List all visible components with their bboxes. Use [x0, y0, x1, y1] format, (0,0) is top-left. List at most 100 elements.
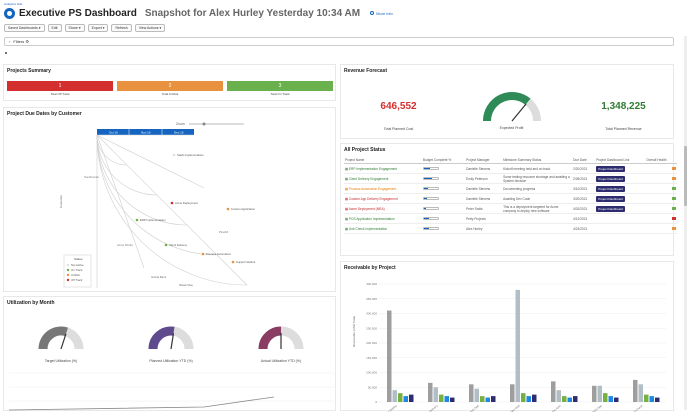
at-risk-bar[interactable]: 2 [117, 81, 223, 91]
health-flag-icon [672, 167, 676, 170]
page-scrollbar[interactable] [684, 36, 687, 410]
zoom-handle [202, 122, 206, 126]
table-row: ▦ POS Application Implementation Petty Pr… [344, 213, 677, 224]
edit-button[interactable]: Edit [47, 24, 62, 32]
column-header[interactable]: Due Date [572, 157, 596, 164]
milestone-summary [502, 223, 573, 234]
column-header[interactable]: Project Name [344, 157, 422, 164]
overall-health [645, 183, 677, 194]
projects-summary-title: Projects Summary [7, 68, 51, 74]
due-date: 3/10/2021 [572, 183, 596, 194]
filters-label: Filters ⚙ [13, 39, 29, 44]
bar [392, 390, 397, 402]
bar [567, 397, 572, 402]
bar [649, 396, 654, 402]
budget-progress [421, 223, 466, 234]
bar [485, 397, 490, 402]
bar [428, 382, 433, 402]
health-flag-icon [672, 177, 676, 180]
project-dashboard-button[interactable]: Project Dashboard [596, 205, 626, 212]
page-subtitle: Snapshot for Alex Hurley Yesterday 10:34… [144, 7, 361, 19]
milestone-summary: Kickoff meeting held and on track [502, 163, 573, 174]
project-dashboard-button[interactable]: Project Dashboard [596, 195, 626, 202]
receivable-panel: Receivable by Project 400,000 350,000 300,… [340, 261, 675, 412]
point-label: Custom Application [231, 207, 255, 211]
due-date: 4/02/2021 [572, 203, 596, 214]
off-track-bar[interactable]: 1 [7, 81, 113, 91]
due-dates-chart[interactable]: Zoom Oct 16 Nov 16 Dec 16 Customer Week … [4, 108, 337, 293]
project-dashboard-button[interactable]: Project Dashboard [596, 175, 626, 182]
point-label: Client Delivery [169, 243, 188, 247]
overall-health [645, 193, 677, 204]
y-axis-label: Receivable (USD Total) [352, 316, 356, 347]
x-tick-label: POS App [591, 403, 603, 412]
gauge-fill [148, 326, 175, 350]
legend-item: Not Active [71, 263, 84, 267]
health-flag-icon [672, 197, 676, 200]
y-tick-label: 400,000 [366, 282, 377, 286]
project-manager: Danielle Stevens [465, 183, 503, 194]
on-track-bar[interactable]: 3 [227, 81, 333, 91]
milestone-summary: Some testing resource shortage and await… [502, 173, 573, 184]
table-row: ▦ ERP Implementation Engagement Danielle … [344, 163, 677, 174]
bar [480, 396, 485, 402]
bar [551, 381, 556, 402]
bar [521, 393, 526, 402]
filters-bar[interactable]: › Filters ⚙ [4, 37, 674, 46]
bar [644, 394, 649, 402]
due-date: 2/20/2021 [572, 163, 596, 174]
saved-dashboards-button[interactable]: Saved Dashboards ▾ [4, 24, 45, 32]
utilization-gauges [8, 326, 334, 411]
project-name-link[interactable]: ▦ Unit Check Implementation [344, 223, 422, 234]
bar [562, 396, 567, 402]
date-header-bar [97, 129, 194, 135]
more-info-link[interactable]: More info [370, 11, 393, 16]
project-name-link[interactable]: ▦ Process Automation Engagement [344, 183, 422, 194]
point-label: Acme Deployment [175, 201, 198, 205]
scrollbar-thumb[interactable] [684, 146, 687, 206]
due-date: 4/23/2021 [572, 223, 596, 234]
gauge-label: Planned Utilization YTD (%) [149, 359, 193, 363]
project-point [201, 252, 205, 256]
project-name-link[interactable]: ▦ Custom App Delivery Engagement [344, 193, 422, 204]
customer-label: Acme Works [117, 243, 133, 247]
project-point [164, 243, 168, 247]
overall-health [645, 223, 677, 234]
view-actions-button[interactable]: View Actions ▾ [134, 24, 166, 32]
share-button[interactable]: Share ▾ [64, 24, 85, 32]
legend-item: On Track [71, 268, 83, 272]
project-dashboard-button[interactable]: Project Dashboard [596, 165, 626, 172]
project-status-panel: All Project Status Project Name Budget Co… [340, 143, 677, 256]
project-name-link[interactable]: ▦ POS Application Implementation [344, 213, 422, 224]
project-name-link[interactable]: ▦ Acme Deployment (MEA) [344, 203, 422, 214]
gauge-fill [258, 326, 282, 350]
column-header[interactable]: Milestone Summary Status [502, 157, 573, 164]
dashboard-link-cell: Project Dashboard [595, 163, 646, 174]
expected-profit-label: Expected Profit [499, 126, 524, 130]
column-header[interactable]: Budget Complete % [421, 157, 466, 164]
gauge-needle [170, 333, 175, 350]
gauge-fill [38, 326, 68, 350]
zoom-label: Zoom [176, 122, 185, 126]
refresh-button[interactable]: Refresh [111, 24, 132, 32]
column-header[interactable]: Overall Health [645, 157, 677, 164]
breadcrumb[interactable]: Analytics Hub [4, 2, 23, 6]
legend-item: Off Track [71, 278, 83, 282]
project-dashboard-button[interactable]: Project Dashboard [596, 185, 626, 192]
export-button[interactable]: Export ▾ [87, 24, 109, 32]
project-point [231, 260, 235, 264]
project-name-link[interactable]: ▦ ERP Implementation Engagement [344, 163, 422, 174]
expected-profit-gauge [483, 92, 541, 122]
due-dates-title: Project Due Dates by Customer [7, 111, 82, 117]
column-header[interactable]: Project Manager [465, 157, 503, 164]
gauge-needle [60, 333, 67, 350]
budget-progress [421, 163, 466, 174]
column-header[interactable]: Project Dashboard Link [595, 157, 646, 164]
project-name-link[interactable]: ▦ Client Delivery Engagement [344, 173, 422, 184]
bar [450, 397, 455, 402]
bar [597, 385, 602, 402]
y-tick-label: 250,000 [366, 326, 377, 330]
table-row: ▦ Acme Deployment (MEA) Peter Smits This i… [344, 203, 677, 214]
receivable-chart[interactable]: 400,000 350,000 300,000 250,000 200,000 150,0… [341, 262, 675, 412]
budget-progress [421, 193, 466, 204]
